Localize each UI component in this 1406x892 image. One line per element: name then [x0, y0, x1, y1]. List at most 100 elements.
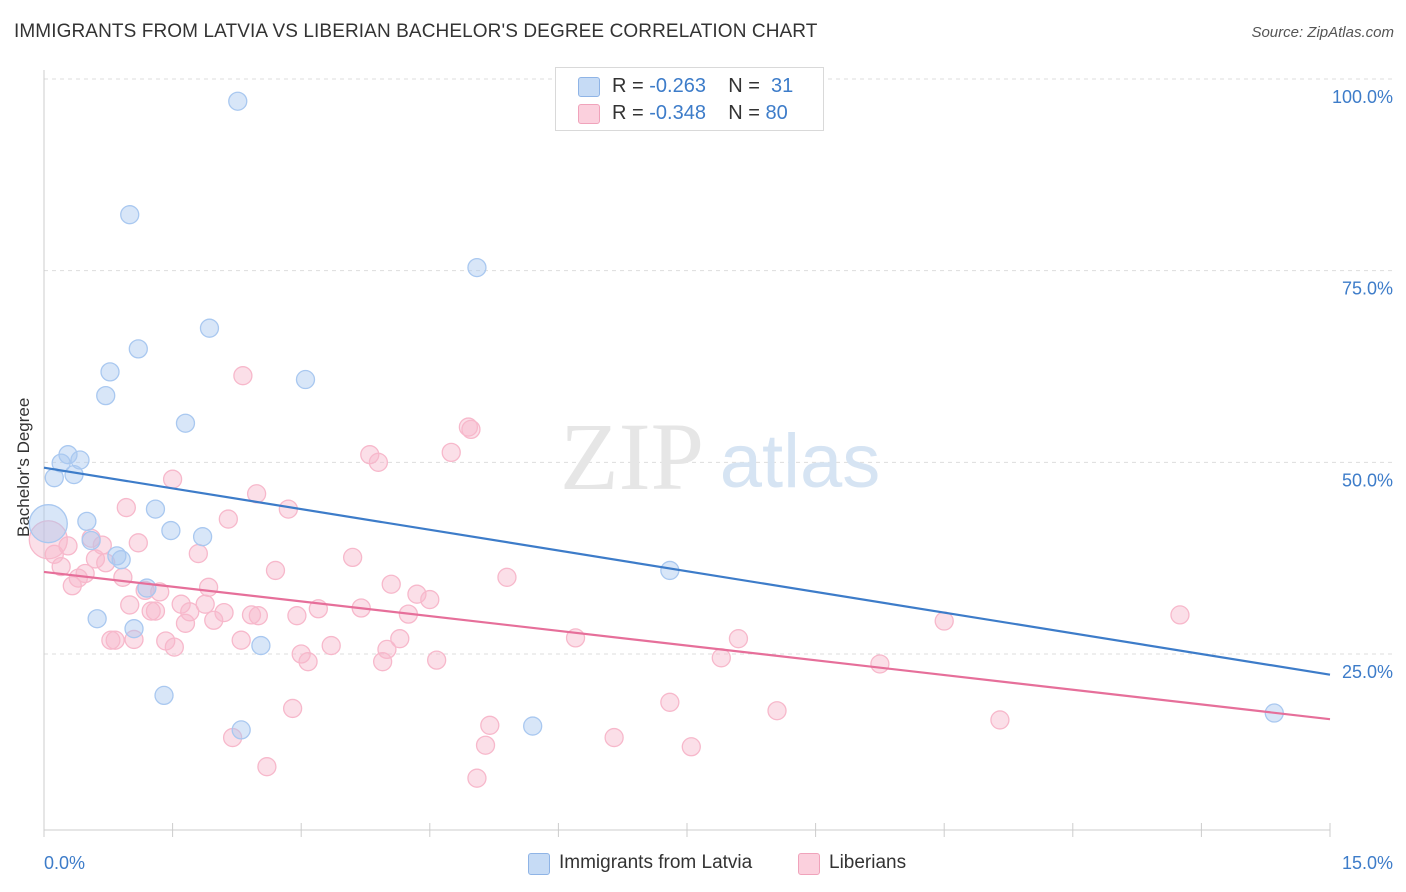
liberians-point [58, 536, 78, 556]
r-value: -0.263 [649, 75, 706, 97]
latvia-point [192, 527, 213, 547]
watermark: ZIP atlas [560, 403, 880, 510]
watermark-zip: ZIP [560, 403, 704, 510]
latvia-point [231, 720, 251, 740]
liberians-point [728, 629, 749, 649]
liberians-point [96, 553, 116, 573]
bottom-legend-swatch-latvia [528, 853, 550, 875]
liberians-point [461, 419, 481, 440]
liberians-point [218, 509, 238, 529]
liberians-point [28, 520, 68, 560]
liberians-point [198, 577, 219, 597]
r-label: R = [612, 75, 644, 97]
y-tick-labels: 25.0% 50.0% 75.0% 100.0% [1332, 87, 1393, 682]
x-tick-labels: 0.0% 15.0% [44, 853, 1393, 873]
legend-swatch-latvia [578, 77, 600, 97]
r-value: -0.348 [649, 102, 706, 124]
liberians-point [120, 595, 140, 615]
liberians-point [282, 698, 303, 719]
chart-title: IMMIGRANTS FROM LATVIA VS LIBERIAN BACHE… [14, 21, 818, 42]
liberians-point [195, 594, 215, 614]
latvia-point [295, 369, 316, 390]
bottom-legend-label-latvia: Immigrants from Latvia [559, 852, 753, 873]
latvia-point [154, 685, 174, 706]
bottom-legend-label-liberians: Liberians [829, 852, 907, 873]
liberians-point [660, 692, 680, 712]
liberians-point [265, 560, 286, 581]
y-tick-label: 75.0% [1342, 279, 1393, 299]
liberians-point [164, 637, 184, 657]
liberians-point [141, 601, 161, 621]
latvia-point [199, 318, 220, 338]
latvia-point [120, 205, 140, 225]
liberians-point [116, 497, 136, 518]
liberians-point [214, 602, 234, 623]
liberians-point [162, 469, 183, 489]
r-label: R = [612, 102, 644, 124]
n-value: 31 [771, 75, 794, 97]
data-points [28, 91, 1284, 788]
latvia-point [77, 511, 97, 532]
latvia-point [251, 635, 271, 656]
latvia-point [96, 385, 116, 406]
liberians-point [291, 644, 311, 664]
liberians-point [44, 544, 64, 564]
liberians-point [1170, 605, 1190, 625]
x-tick-label-min: 0.0% [44, 853, 85, 873]
liberians-point [175, 613, 196, 633]
liberians-point [934, 611, 954, 631]
liberians-point [377, 639, 397, 660]
liberians-point [62, 576, 82, 596]
legend-swatch-liberians [578, 104, 600, 124]
liberians-point [870, 654, 890, 674]
latvia-point [81, 530, 101, 551]
latvia-point [523, 716, 543, 736]
liberians-point [298, 652, 318, 672]
liberians-point [101, 630, 121, 650]
liberians-point [241, 605, 262, 625]
watermark-atlas: atlas [720, 419, 881, 504]
latvia-point [467, 257, 487, 278]
n-label: N = [728, 102, 760, 124]
correlation-legend: R = -0.263 N = 31 R = -0.348 N = 80 [555, 67, 824, 131]
liberians-point [467, 768, 487, 788]
liberians-point [113, 567, 133, 587]
liberians-point [248, 606, 268, 626]
liberians-point [711, 648, 731, 668]
latvia-point [58, 445, 78, 465]
gridlines [44, 78, 1392, 655]
liberians-point [372, 652, 393, 672]
liberians-point [128, 533, 148, 553]
latvia-point [128, 339, 148, 359]
y-tick-label: 100.0% [1332, 87, 1393, 107]
liberians-point [145, 601, 166, 621]
liberians-point [105, 630, 125, 650]
legend-text-liberians: R = -0.348 N = 80 [612, 102, 788, 125]
source-note: Source: ZipAtlas.com [1251, 24, 1394, 41]
liberians-point [231, 630, 251, 650]
y-tick-label: 25.0% [1342, 662, 1393, 682]
liberians-point [368, 452, 389, 472]
trend-lines [43, 466, 1331, 721]
liberians-point [441, 442, 461, 463]
latvia-point [87, 609, 107, 629]
latvia-point [145, 499, 166, 519]
liberians-point [420, 589, 440, 610]
latvia-point [70, 450, 90, 470]
latvia-point [175, 413, 196, 433]
liberians-point [342, 547, 363, 568]
latvia-point [161, 520, 181, 541]
liberians-point [124, 629, 144, 650]
liberians-point [990, 710, 1010, 730]
latvia-point [28, 504, 68, 544]
liberians-trend-line [43, 570, 1331, 721]
liberians-point [51, 556, 71, 577]
liberians-point [257, 757, 277, 777]
latvia-point [124, 619, 144, 639]
liberians-point [321, 635, 341, 656]
latvia-point [137, 578, 157, 598]
bottom-legend-swatch-liberians [798, 853, 820, 875]
liberians-point [681, 737, 701, 757]
liberians-point [475, 735, 496, 755]
